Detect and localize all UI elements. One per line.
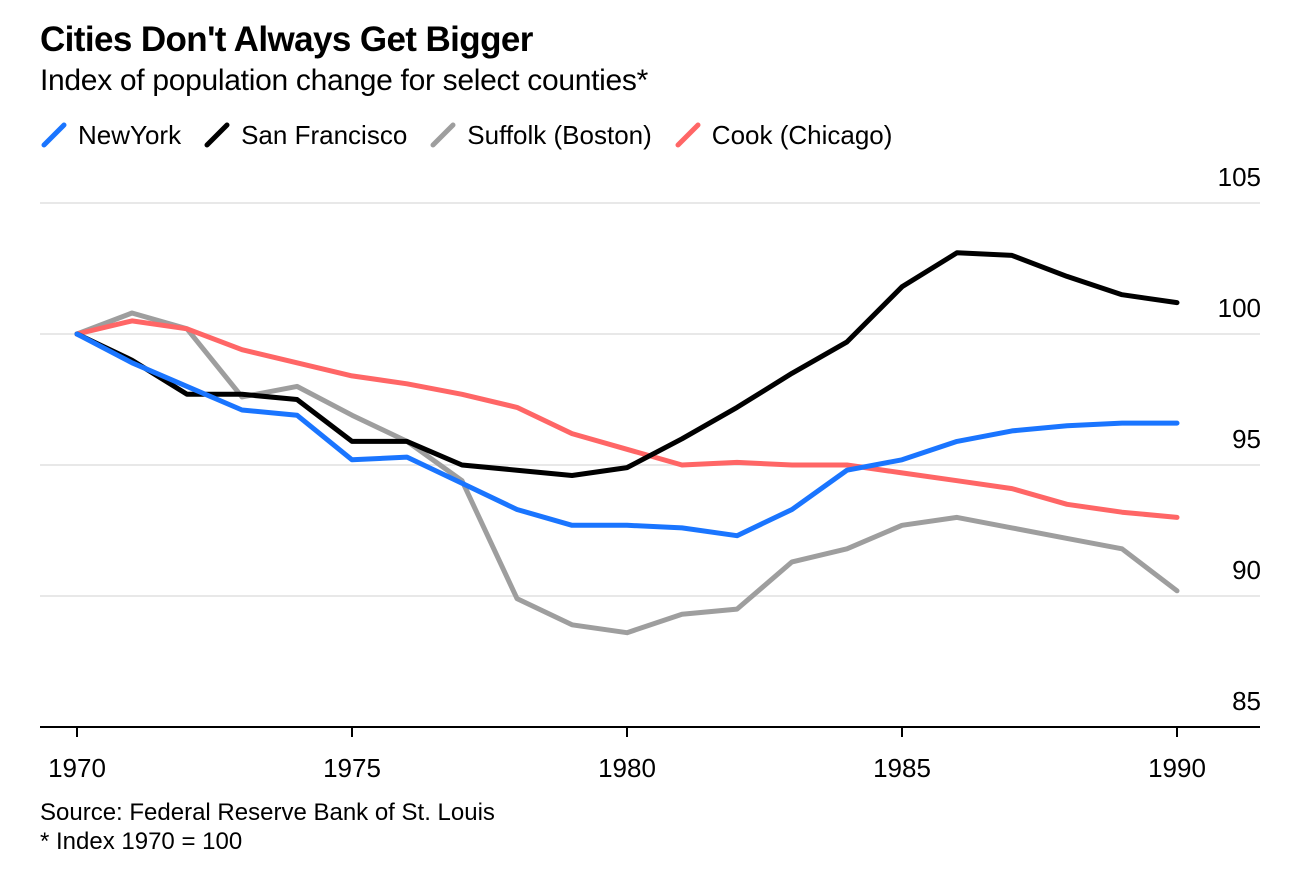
x-tick-label: 1990 <box>1148 753 1206 783</box>
x-tick-label: 1985 <box>873 753 931 783</box>
x-tick-label: 1975 <box>323 753 381 783</box>
y-tick-label: 85 <box>1232 686 1261 716</box>
legend-item-suffolk-boston: Suffolk (Boston) <box>429 120 652 151</box>
chart-legend: NewYork San Francisco Suffolk (Boston) Cook… <box>40 117 914 153</box>
chart-title: Cities Don't Always Get Bigger <box>40 20 533 59</box>
chart-subtitle: Index of population change for select co… <box>40 64 648 97</box>
legend-label: Cook (Chicago) <box>711 119 893 150</box>
x-tick-label: 1970 <box>48 753 106 783</box>
legend-item-san-francisco: San Francisco <box>203 120 407 151</box>
legend-swatch-icon <box>675 122 701 148</box>
series-line-suffolk-boston <box>74 310 1180 636</box>
legend-item-newyork: NewYork <box>40 120 181 151</box>
source-note: Source: Federal Reserve Bank of St. Loui… <box>40 799 495 826</box>
legend-swatch-icon <box>204 122 230 148</box>
legend-label: Suffolk (Boston) <box>467 119 652 150</box>
index-footnote: * Index 1970 = 100 <box>40 828 243 855</box>
legend-label: San Francisco <box>241 119 408 150</box>
y-tick-label: 95 <box>1232 424 1261 454</box>
legend-item-cook-chicago: Cook (Chicago) <box>674 119 893 151</box>
y-tick-label: 90 <box>1232 555 1261 585</box>
legend-label: NewYork <box>78 119 182 150</box>
x-tick-label: 1980 <box>598 753 656 783</box>
y-tick-label: 100 <box>1218 293 1261 323</box>
legend-swatch-icon <box>41 122 67 148</box>
legend-swatch-icon <box>430 122 456 148</box>
series-line-newyork <box>74 331 1180 539</box>
y-tick-label: 105 <box>1218 162 1261 192</box>
series-line-cook-chicago <box>74 318 1180 520</box>
series-line-san-francisco <box>74 250 1180 478</box>
chart-footer: Source: Federal Reserve Bank of St. Loui… <box>40 798 495 856</box>
